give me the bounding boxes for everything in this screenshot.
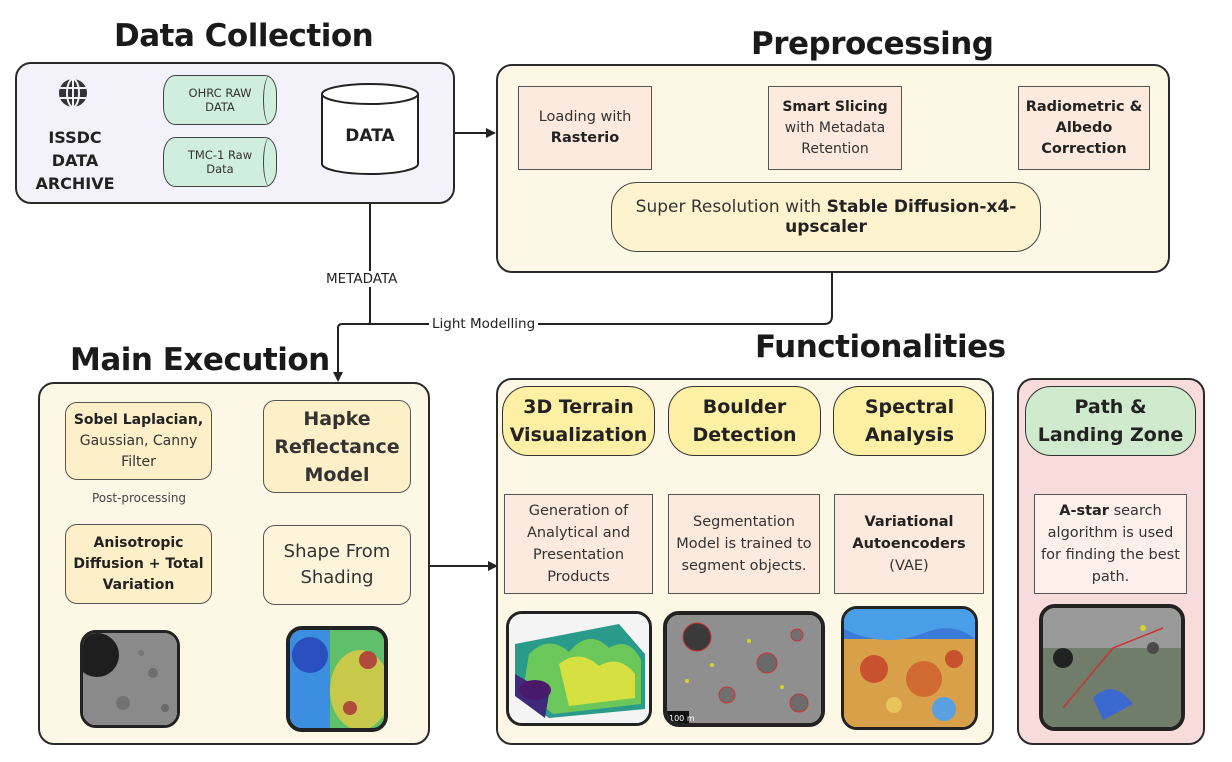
metadata-label: METADATA <box>323 271 401 287</box>
hapke-reflectance-box: Hapke Reflectance Model <box>263 400 411 493</box>
path-description-box: A-star search algorithm is used for findin… <box>1034 494 1187 594</box>
ohrc-raw-data-cylinder: OHRC RAW DATA <box>163 75 277 125</box>
data-cylinder-label: DATA <box>345 126 395 146</box>
smart-slicing-box: Smart Slicing with Metadata Retention <box>768 86 902 170</box>
path-landing-pill: Path & Landing Zone <box>1025 386 1196 456</box>
landing-zone-image <box>1039 604 1185 731</box>
terrain-3d-image <box>506 611 652 726</box>
boulder-description-box: Segmentation Model is trained to segment o… <box>668 494 820 594</box>
super-resolution-box: Super Resolution with Stable Diffusion-x… <box>611 182 1041 252</box>
raw-lunar-image <box>80 630 180 728</box>
boulder-scale-label: 100 m <box>669 714 695 723</box>
sobel-filter-box: Sobel Laplacian, Gaussian, Canny Filter <box>65 402 212 480</box>
preprocessing-title: Preprocessing <box>751 26 994 62</box>
terrain-description-box: Generation of Analytical and Presentation P… <box>504 494 653 594</box>
post-processing-label: Post-processing <box>65 491 213 505</box>
anisotropic-diffusion-box: Anisotropic Diffusion + Total Variation <box>65 524 212 604</box>
terrain-visualization-pill: 3D Terrain Visualization <box>502 386 655 456</box>
tmc-raw-data-cylinder: TMC-1 Raw Data <box>163 137 277 187</box>
main-execution-title: Main Execution <box>70 342 330 378</box>
functionalities-title: Functionalities <box>755 329 1006 365</box>
boulder-detection-image: 100 m <box>663 611 825 727</box>
spectral-analysis-image <box>841 606 978 730</box>
spectral-description-box: Variational Autoencoders (VAE) <box>834 494 984 594</box>
data-cylinder <box>321 83 419 175</box>
shape-from-shading-box: Shape From Shading <box>263 525 411 605</box>
spectral-analysis-pill: Spectral Analysis <box>833 386 986 456</box>
boulder-detection-pill: Boulder Detection <box>668 386 821 456</box>
globe-icon <box>59 78 87 108</box>
archive-label: ISSDC DATA ARCHIVE <box>35 128 115 193</box>
data-collection-title: Data Collection <box>114 18 374 54</box>
colored-elevation-image <box>286 626 388 732</box>
light-modelling-connector <box>342 273 833 325</box>
light-modelling-label: Light Modelling <box>429 316 539 332</box>
loading-rasterio-box: Loading with Rasterio <box>518 86 652 170</box>
radiometric-correction-box: Radiometric & Albedo Correction <box>1018 86 1150 170</box>
